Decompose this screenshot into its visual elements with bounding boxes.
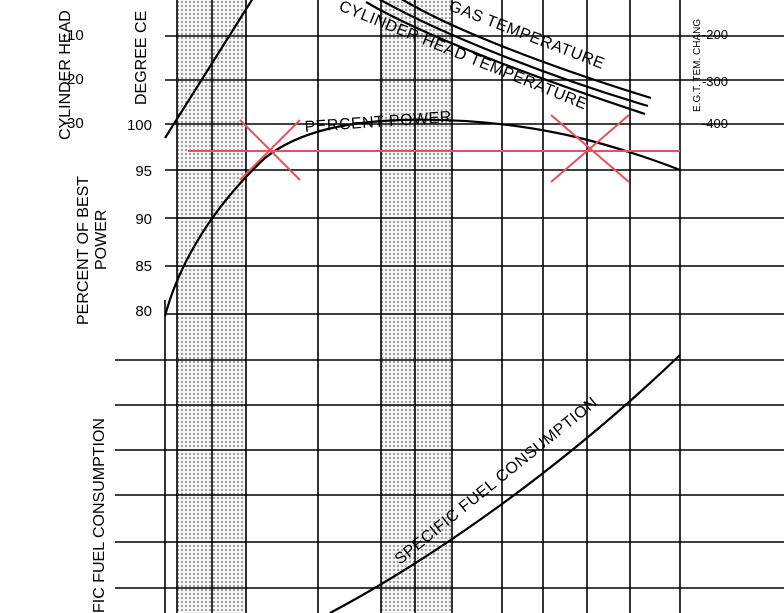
cylinder-head-temperature-curve-a [378,0,649,108]
cylinder-head-temperature-curve-b [365,1,646,116]
degree-axis-label: DEGREE CE [133,11,150,105]
cylinder-head-tick-label: -20 [62,71,84,88]
shaded-band-middle [381,0,452,613]
percent-tick-label: 90 [135,211,152,228]
cylinder-head-tick-label: -30 [62,115,84,132]
cylinder-head-scale-line [164,0,254,139]
percent-best-power-label-2: POWER [93,210,110,270]
percent-tick-label: 80 [135,303,152,320]
egt-change-axis-label: E.G.T. TEM. CHANG [692,19,703,112]
specific-fuel-consumption-curve [329,354,681,613]
left-cross-marker [239,119,301,181]
right-cross-marker [550,114,630,183]
percent-power-curve [163,118,681,317]
egt-tick-label: -300 [702,74,728,89]
percent-best-power-label-1: PERCENT OF BEST [75,176,92,325]
percent-tick-label: 95 [135,163,152,180]
specific-fuel-axis-label: FIC FUEL CONSUMPTION [91,418,108,613]
tick-labels: -10 -20 -30 100 95 90 85 80 -200 -300 -400 [62,27,728,320]
exhaust-gas-temperature-curve [401,0,652,100]
cylinder-head-tick-label: -10 [62,27,84,44]
cylinder-head-axis-label: CYLINDER HEAD [57,10,74,140]
egt-tick-label: -200 [702,27,728,42]
egt-tick-label: -400 [702,116,728,131]
percent-tick-label: 100 [127,117,152,134]
percent-tick-label: 85 [135,258,152,275]
